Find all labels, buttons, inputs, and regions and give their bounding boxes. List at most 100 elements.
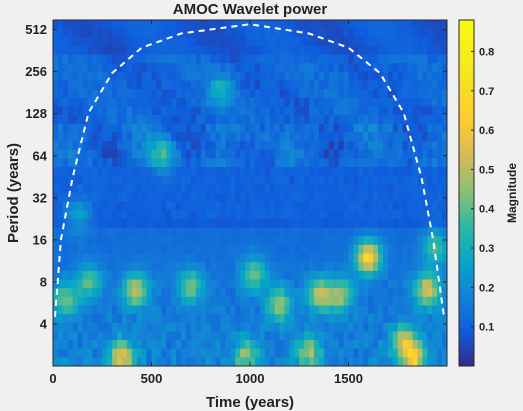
heatmap-cell	[146, 89, 153, 99]
heatmap-cell	[402, 288, 409, 298]
heatmap-cell	[269, 175, 276, 185]
heatmap-cell	[136, 193, 143, 203]
heatmap-cell	[323, 262, 330, 272]
heatmap-cell	[185, 71, 192, 82]
heatmap-cell	[72, 132, 79, 142]
heatmap-cell	[264, 89, 271, 99]
heatmap-cell	[141, 141, 148, 151]
heatmap-cell	[131, 54, 138, 64]
heatmap-cell	[254, 218, 261, 229]
heatmap-cell	[427, 37, 433, 47]
heatmap-cell	[328, 141, 335, 151]
heatmap-cell	[117, 63, 123, 73]
heatmap-cell	[190, 305, 197, 315]
heatmap-cell	[235, 123, 241, 134]
heatmap-cell	[309, 244, 315, 255]
heatmap-cell	[72, 322, 79, 332]
heatmap-cell	[422, 279, 428, 289]
heatmap-cell	[343, 175, 350, 185]
heatmap-cell	[220, 97, 226, 108]
heatmap-cell	[92, 54, 98, 64]
heatmap-cell	[318, 244, 325, 255]
heatmap-cell	[392, 106, 399, 116]
heatmap-cell	[289, 28, 295, 38]
heatmap-cell	[53, 218, 59, 229]
heatmap-cell	[77, 167, 84, 177]
heatmap-cell	[117, 193, 123, 203]
heatmap-cell	[205, 97, 212, 108]
heatmap-cell	[333, 262, 340, 272]
heatmap-cell	[269, 314, 276, 324]
heatmap-cell	[126, 236, 133, 246]
heatmap-cell	[82, 80, 89, 90]
heatmap-cell	[387, 288, 394, 298]
heatmap-cell	[269, 262, 276, 272]
heatmap-cell	[181, 45, 187, 56]
heatmap-cell	[397, 184, 404, 194]
heatmap-cell	[427, 262, 433, 272]
heatmap-cell	[353, 97, 359, 108]
heatmap-cell	[121, 28, 128, 38]
heatmap-cell	[387, 123, 394, 134]
heatmap-cell	[136, 244, 143, 255]
heatmap-cell	[92, 97, 98, 108]
heatmap-cell	[378, 158, 384, 168]
heatmap-cell	[77, 331, 84, 341]
heatmap-cell	[254, 244, 261, 255]
heatmap-cell	[254, 141, 261, 151]
heatmap-cell	[284, 97, 290, 108]
heatmap-cell	[304, 236, 310, 246]
y-axis-label: Period (years)	[5, 143, 22, 243]
heatmap-cell	[121, 149, 128, 159]
heatmap-cell	[117, 270, 123, 281]
heatmap-cell	[264, 201, 271, 211]
heatmap-cell	[190, 314, 197, 324]
heatmap-cell	[363, 20, 369, 30]
heatmap-cell	[328, 63, 335, 73]
heatmap-cell	[382, 106, 389, 116]
heatmap-cell	[382, 193, 389, 203]
heatmap-cell	[432, 201, 438, 211]
heatmap-cell	[131, 227, 138, 237]
heatmap-cell	[235, 262, 241, 272]
heatmap-cell	[274, 314, 281, 324]
heatmap-cell	[215, 305, 222, 315]
heatmap-cell	[318, 167, 325, 177]
heatmap-cell	[210, 305, 217, 315]
heatmap-cell	[97, 167, 103, 177]
heatmap-cell	[181, 63, 187, 73]
heatmap-cell	[382, 314, 389, 324]
heatmap-cell	[225, 158, 231, 168]
heatmap-cell	[200, 184, 207, 194]
heatmap-cell	[185, 288, 192, 298]
heatmap-cell	[131, 149, 138, 159]
heatmap-cell	[67, 270, 74, 281]
heatmap-cell	[343, 45, 350, 56]
heatmap-cell	[215, 63, 222, 73]
heatmap-cell	[72, 184, 79, 194]
heatmap-cell	[338, 149, 345, 159]
heatmap-cell	[53, 167, 59, 177]
heatmap-cell	[220, 80, 226, 90]
heatmap-cell	[176, 236, 182, 246]
heatmap-cell	[97, 236, 103, 246]
heatmap-cell	[225, 97, 231, 108]
colorbar-label: Magnitude	[505, 163, 519, 223]
heatmap-cell	[368, 149, 374, 159]
heatmap-cell	[314, 37, 320, 47]
heatmap-cell	[190, 106, 197, 116]
heatmap-cell	[215, 262, 222, 272]
heatmap-cell	[407, 28, 414, 38]
heatmap-cell	[309, 132, 315, 142]
heatmap-cell	[353, 80, 359, 90]
heatmap-cell	[200, 305, 207, 315]
heatmap-cell	[53, 141, 59, 151]
heatmap-cell	[215, 331, 222, 341]
heatmap-cell	[432, 63, 438, 73]
heatmap-cell	[264, 322, 271, 332]
heatmap-cell	[67, 54, 74, 64]
heatmap-cell	[77, 201, 84, 211]
heatmap-cell	[387, 115, 394, 125]
heatmap-cell	[136, 89, 143, 99]
heatmap-cell	[294, 227, 300, 237]
